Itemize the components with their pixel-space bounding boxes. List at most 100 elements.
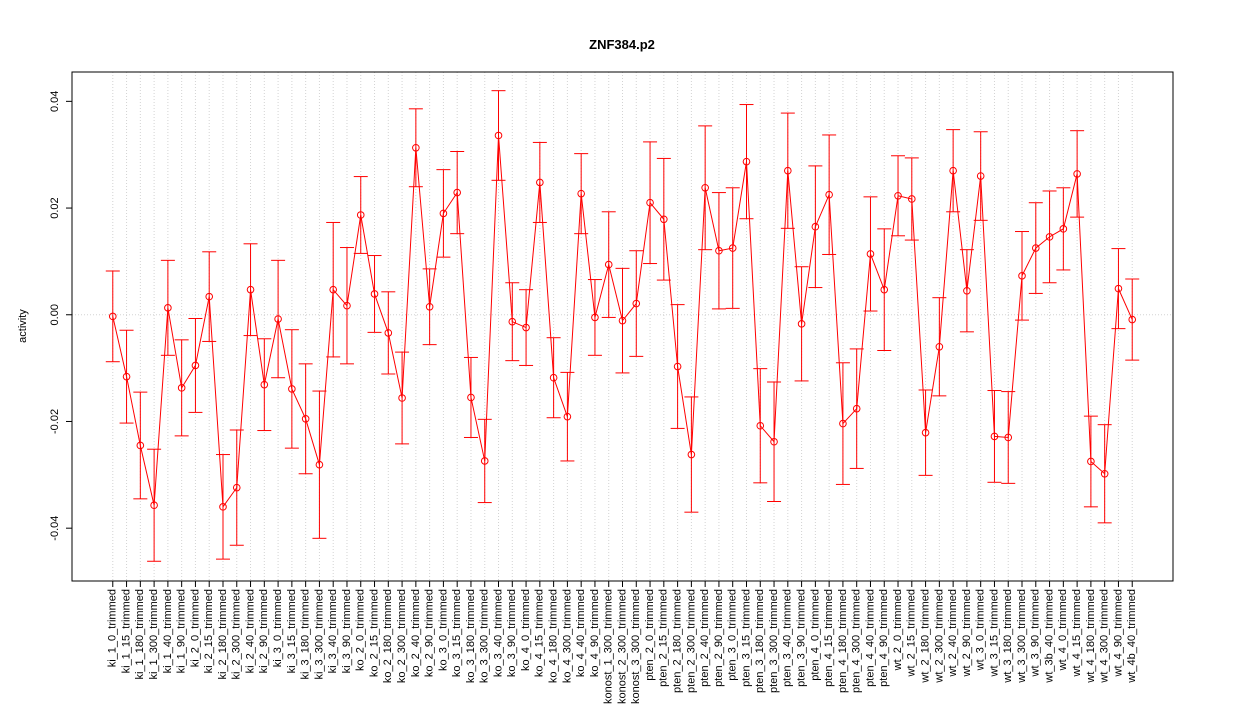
point [315, 460, 324, 469]
y-tick-label: -0.02 [49, 409, 61, 434]
point [577, 189, 585, 198]
error-bar [339, 247, 354, 365]
point [756, 421, 765, 430]
point [301, 415, 310, 423]
error-bar [1083, 415, 1098, 508]
error-bar [367, 255, 382, 333]
x-tick-label: wt_2_0_trimmed [892, 589, 904, 671]
error-bar [1001, 391, 1016, 484]
point [852, 404, 861, 413]
point [494, 131, 503, 140]
point [770, 437, 778, 446]
point [701, 183, 709, 192]
x-tick-label: wt_2_90_trimmed [961, 589, 973, 677]
point [232, 483, 241, 492]
point [384, 329, 393, 337]
point [136, 441, 145, 450]
error-bar [463, 356, 478, 438]
x-tick-label: ko_2_0_trimmed [355, 589, 367, 671]
error-bar [257, 338, 272, 432]
x-tick-label: pten_2_180_trimmed [672, 589, 684, 693]
point [1114, 284, 1123, 293]
error-bar [1056, 187, 1071, 271]
point [1045, 233, 1054, 241]
plot-frame [71, 71, 1174, 582]
x-tick-label: wt_3b_40_trimmed [1043, 589, 1055, 684]
x-tick-label: wt_2_40_trimmed [947, 589, 959, 677]
error-bar [1015, 231, 1030, 321]
point [632, 299, 641, 308]
error-bar [767, 381, 782, 503]
error-bar [587, 279, 602, 356]
error-bar [560, 371, 575, 462]
point [797, 320, 806, 328]
error-bar [532, 141, 547, 223]
error-bar [656, 157, 671, 281]
x-tick-label: pten_2_15_trimmed [658, 589, 670, 687]
error-bar [1042, 190, 1057, 284]
point [108, 312, 117, 321]
point [191, 361, 200, 370]
point [990, 432, 999, 441]
x-tick-label: wt_3_300_trimmed [1016, 589, 1028, 684]
point [260, 380, 269, 389]
error-bar [229, 429, 244, 546]
error-bar [298, 363, 313, 475]
x-tick-label: ko_4_40_trimmed [575, 589, 587, 677]
x-tick-label: ko_4_90_trimmed [589, 589, 601, 677]
error-bar [574, 153, 589, 235]
point [412, 143, 420, 152]
point [508, 317, 517, 326]
y-tick-label: 0.00 [49, 304, 61, 325]
error-bar [808, 165, 823, 289]
point [480, 457, 489, 465]
x-tick-label: ki_2_15_trimmed [203, 589, 215, 673]
error-bar [891, 155, 906, 237]
x-tick-label: pten_4_180_trimmed [837, 589, 849, 693]
error-bar [381, 291, 396, 375]
error-bar [1125, 278, 1140, 361]
x-tick-label: pten_3_40_trimmed [782, 589, 794, 687]
point [673, 362, 682, 371]
point [522, 323, 530, 332]
error-bar [932, 297, 947, 397]
error-bar [408, 108, 423, 188]
point [549, 373, 558, 382]
error-bar [353, 176, 368, 254]
error-bar [119, 329, 134, 424]
x-tick-label: ko_2_300_trimmed [396, 589, 408, 683]
error-bar [436, 169, 451, 258]
x-tick-label: ko_3_0_trimmed [437, 589, 449, 671]
x-tick-label: wt_4b_40_trimmed [1126, 589, 1138, 684]
error-bar [725, 187, 740, 309]
x-tick-label: ki_3_15_trimmed [286, 589, 298, 673]
x-tick-label: wt_4_15_trimmed [1071, 589, 1083, 677]
error-bar [160, 259, 175, 356]
point [425, 302, 434, 311]
error-bar [835, 362, 850, 485]
x-tick-label: ki_2_300_trimmed [231, 589, 243, 680]
x-tick-label: pten_2_300_trimmed [685, 589, 697, 693]
x-tick-label: ko_2_90_trimmed [424, 589, 436, 677]
y-axis-label: activity [17, 309, 29, 343]
x-tick-label: ki_2_0_trimmed [189, 589, 201, 667]
error-bar [1111, 248, 1126, 330]
point [866, 250, 875, 258]
x-tick-label: ki_2_180_trimmed [217, 589, 229, 680]
error-bar [271, 259, 286, 379]
error-bar [959, 249, 974, 333]
error-bar [395, 351, 410, 445]
point [894, 191, 902, 200]
x-tick-label: ki_1_180_trimmed [134, 589, 146, 680]
x-tick-label: konost_2_300_trimmed [616, 589, 628, 704]
error-bar [147, 448, 162, 562]
point [949, 166, 957, 175]
error-bar [629, 250, 644, 357]
point [370, 290, 379, 298]
x-tick-label: ko_4_300_trimmed [561, 589, 573, 683]
point [1087, 457, 1095, 466]
point [219, 503, 227, 511]
error-bar [987, 390, 1002, 483]
error-bar [711, 192, 726, 310]
